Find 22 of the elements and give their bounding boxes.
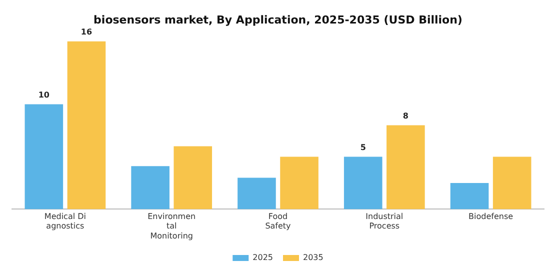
- data-label: 16: [80, 27, 92, 36]
- bar: [238, 178, 276, 210]
- chart-title: biosensors market, By Application, 2025-2035 (USD Billion): [94, 13, 462, 26]
- x-tick-label: Environmen tal Monitoring: [148, 212, 196, 240]
- bar: [386, 125, 425, 210]
- legend-label: 2035: [303, 253, 324, 262]
- x-tick-label: Industrial Process: [366, 212, 404, 231]
- bar: [450, 182, 489, 210]
- legend-label: 2025: [252, 253, 273, 262]
- bar: [24, 104, 64, 210]
- bar: [131, 166, 170, 210]
- bar: [492, 156, 532, 210]
- data-label: 5: [360, 142, 366, 152]
- data-label: 8: [402, 111, 409, 120]
- x-tick-label: Food Safety: [265, 212, 292, 231]
- bar: [67, 41, 106, 210]
- data-label: 10: [38, 90, 50, 100]
- x-tick-label: Medical Di agnostics: [44, 212, 86, 231]
- bar: [174, 146, 212, 210]
- bar: [344, 156, 382, 210]
- bar: [280, 156, 318, 210]
- x-tick-label: Biodefense: [468, 212, 514, 222]
